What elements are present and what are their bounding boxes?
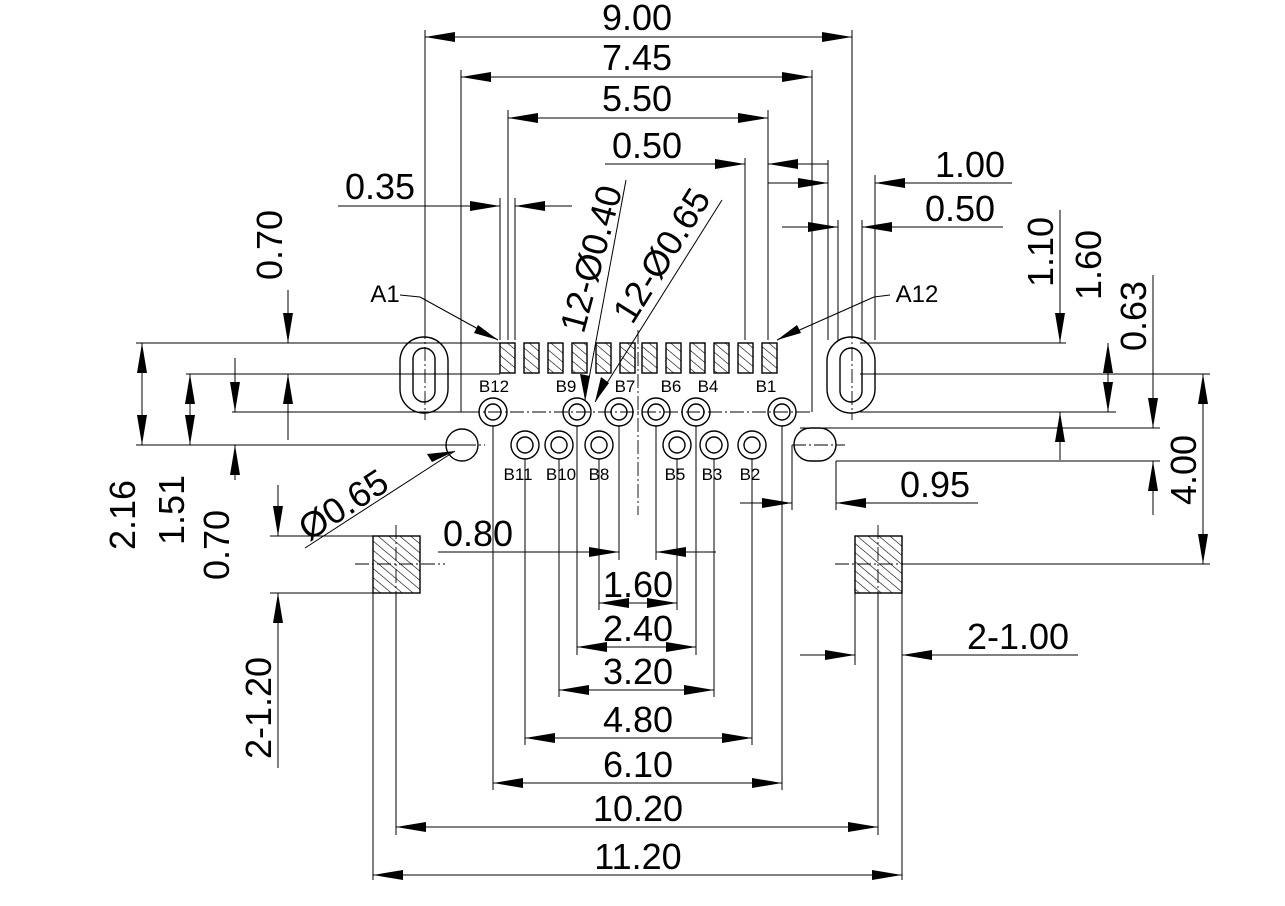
pin-label-b3: B3 bbox=[702, 465, 723, 484]
dim-4-00: 4.00 bbox=[1163, 435, 1204, 505]
right-locating-slot bbox=[793, 427, 837, 462]
pin-label-b8: B8 bbox=[589, 465, 610, 484]
row-a-pads bbox=[499, 342, 778, 374]
left-slot-pad-hole bbox=[412, 347, 436, 403]
dim-0-63: 0.63 bbox=[1113, 281, 1154, 351]
pin-label-b11: B11 bbox=[504, 465, 533, 484]
dim-9-00: 9.00 bbox=[602, 0, 672, 38]
right-shell-leg bbox=[854, 535, 903, 594]
pin-label-a12: A12 bbox=[896, 281, 939, 308]
row-b-top-holes bbox=[478, 397, 797, 427]
dim-2-1-20: 2-1.20 bbox=[238, 657, 279, 759]
pin-label-b12: B12 bbox=[479, 377, 509, 396]
dim-0-70-upper: 0.70 bbox=[249, 210, 290, 280]
dim-d0-65: Ø0.65 bbox=[291, 461, 396, 549]
dim-10-20: 10.20 bbox=[593, 788, 683, 829]
pin-label-b1: B1 bbox=[756, 377, 777, 396]
dimension-texts: 9.00 7.45 5.50 0.50 1.00 0.50 0.35 1.10 … bbox=[102, 0, 1204, 877]
dim-2-16: 2.16 bbox=[102, 480, 143, 550]
pin-label-b7: B7 bbox=[615, 377, 636, 396]
dim-0-50-right: 0.50 bbox=[925, 188, 995, 229]
dim-7-45: 7.45 bbox=[602, 37, 672, 78]
dim-2-1-00: 2-1.00 bbox=[967, 616, 1069, 657]
dim-0-50-top: 0.50 bbox=[612, 125, 682, 166]
dim-1-00: 1.00 bbox=[935, 144, 1005, 185]
dim-0-95: 0.95 bbox=[900, 464, 970, 505]
pin-label-b2: B2 bbox=[740, 465, 761, 484]
dim-3-20: 3.20 bbox=[603, 651, 673, 692]
pin-label-b9: B9 bbox=[556, 377, 577, 396]
pin-label-b4: B4 bbox=[698, 377, 719, 396]
dim-6-10: 6.10 bbox=[603, 744, 673, 785]
dim-0-80: 0.80 bbox=[443, 513, 513, 554]
pin-label-a1: A1 bbox=[370, 281, 399, 308]
pin-label-b10: B10 bbox=[546, 465, 576, 484]
footprint-geometry bbox=[372, 336, 903, 594]
pin-label-b5: B5 bbox=[665, 465, 686, 484]
pin-label-b6: B6 bbox=[661, 377, 682, 396]
dim-1-51: 1.51 bbox=[151, 475, 192, 545]
dim-1-60: 1.60 bbox=[1068, 230, 1109, 300]
left-slot-pad bbox=[399, 336, 449, 414]
arrowheads bbox=[137, 32, 1208, 880]
dim-2-40: 2.40 bbox=[603, 608, 673, 649]
dim-5-50: 5.50 bbox=[602, 78, 672, 119]
left-shell-leg bbox=[372, 535, 421, 594]
dim-11-20: 11.20 bbox=[594, 836, 681, 877]
right-slot-pad-hole bbox=[839, 347, 863, 403]
dim-1-10: 1.10 bbox=[1020, 217, 1061, 287]
dim-1-60-bottom: 1.60 bbox=[603, 564, 673, 605]
dim-0-70-lower: 0.70 bbox=[196, 510, 237, 580]
row-b-bottom-holes bbox=[510, 430, 767, 460]
pin-labels: A1 A12 B12 B9 B7 B6 B4 B1 B11 B10 B8 B5 … bbox=[370, 281, 938, 484]
dim-0-35: 0.35 bbox=[345, 166, 415, 207]
right-slot-pad bbox=[826, 336, 876, 414]
dim-4-80: 4.80 bbox=[603, 699, 673, 740]
